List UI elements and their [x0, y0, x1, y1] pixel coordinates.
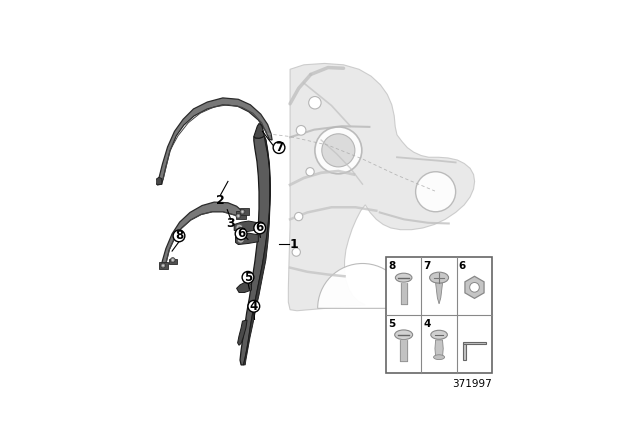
Text: 5: 5: [244, 271, 252, 284]
Polygon shape: [243, 136, 270, 365]
Text: 4: 4: [424, 319, 431, 328]
Text: 8: 8: [175, 229, 183, 242]
Polygon shape: [254, 124, 264, 138]
Bar: [463, 342, 486, 345]
Circle shape: [254, 222, 266, 234]
Text: 4: 4: [250, 300, 258, 313]
Polygon shape: [156, 177, 162, 185]
FancyBboxPatch shape: [170, 258, 177, 264]
Circle shape: [306, 168, 314, 176]
Text: 6: 6: [255, 221, 264, 234]
Circle shape: [238, 226, 241, 229]
Circle shape: [248, 301, 260, 312]
Text: 7: 7: [424, 261, 431, 271]
Text: 2: 2: [216, 194, 225, 207]
Polygon shape: [289, 64, 475, 311]
Circle shape: [240, 209, 245, 214]
FancyBboxPatch shape: [159, 263, 168, 269]
Circle shape: [470, 283, 479, 292]
Ellipse shape: [429, 272, 449, 283]
Text: 371997: 371997: [452, 379, 492, 389]
Circle shape: [236, 214, 241, 218]
Circle shape: [415, 172, 456, 212]
Text: 3: 3: [227, 217, 235, 230]
Polygon shape: [240, 136, 270, 365]
Circle shape: [237, 215, 239, 217]
Circle shape: [237, 236, 244, 243]
Polygon shape: [435, 340, 444, 357]
Ellipse shape: [396, 273, 412, 282]
Text: 8: 8: [388, 261, 396, 271]
Text: 6: 6: [237, 227, 245, 240]
Text: 1: 1: [290, 238, 299, 251]
Text: 5: 5: [388, 319, 396, 328]
Wedge shape: [317, 263, 407, 308]
Bar: [463, 345, 466, 360]
Circle shape: [315, 127, 362, 174]
Circle shape: [170, 258, 175, 263]
Ellipse shape: [431, 330, 447, 339]
Text: 6: 6: [459, 261, 466, 271]
Ellipse shape: [433, 355, 445, 360]
Bar: [386, 257, 492, 373]
Circle shape: [322, 134, 355, 167]
Polygon shape: [161, 202, 243, 268]
Circle shape: [236, 228, 247, 240]
Circle shape: [308, 96, 321, 109]
Circle shape: [239, 238, 242, 241]
Circle shape: [296, 125, 306, 135]
FancyBboxPatch shape: [236, 211, 246, 219]
Circle shape: [242, 271, 254, 283]
Polygon shape: [436, 283, 442, 304]
Text: 7: 7: [275, 141, 283, 154]
Polygon shape: [237, 320, 247, 345]
Circle shape: [292, 248, 300, 256]
Polygon shape: [234, 221, 259, 233]
Circle shape: [236, 224, 243, 231]
Circle shape: [173, 230, 185, 242]
Circle shape: [273, 142, 285, 154]
Polygon shape: [237, 282, 252, 293]
Circle shape: [161, 263, 166, 268]
Ellipse shape: [395, 330, 413, 340]
Polygon shape: [236, 233, 259, 245]
Circle shape: [172, 259, 174, 261]
FancyBboxPatch shape: [241, 208, 250, 215]
Polygon shape: [465, 276, 484, 298]
Polygon shape: [157, 98, 272, 185]
Circle shape: [294, 212, 303, 221]
Circle shape: [241, 211, 243, 213]
Circle shape: [162, 264, 164, 267]
